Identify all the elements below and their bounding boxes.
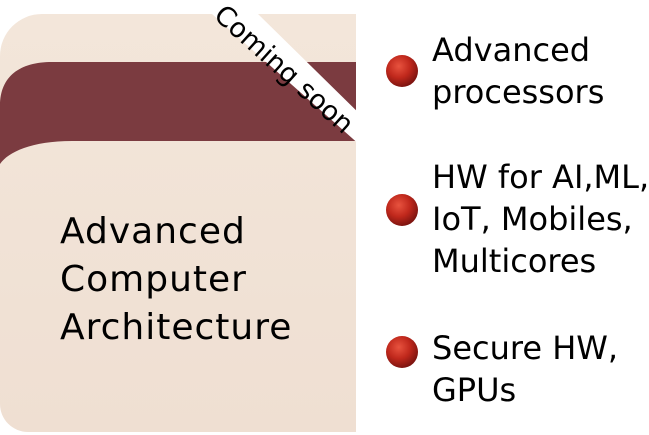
red-sphere-bullet-icon	[386, 336, 418, 368]
topic-line: HW for AI,ML,	[432, 158, 649, 196]
topic-line: GPUs	[432, 371, 517, 409]
course-title: Advanced Computer Architecture	[60, 208, 292, 352]
red-sphere-bullet-icon	[386, 55, 418, 87]
red-sphere-bullet-icon	[386, 194, 418, 226]
topic-list: Advanced processors HW for AI,ML, IoT, M…	[380, 0, 649, 435]
course-title-line: Advanced	[60, 211, 246, 252]
topic-line: Multicores	[432, 242, 597, 280]
topic-line: Secure HW,	[432, 329, 619, 367]
topic-text: Secure HW, GPUs	[432, 327, 618, 411]
topic-text: HW for AI,ML, IoT, Mobiles, Multicores	[432, 156, 649, 282]
course-title-line: Computer	[60, 259, 247, 300]
topic-line: processors	[432, 73, 605, 111]
topic-line: IoT, Mobiles,	[432, 200, 633, 238]
topic-text: Advanced processors	[432, 29, 604, 113]
topic-line: Advanced	[432, 31, 591, 69]
course-title-line: Architecture	[60, 307, 293, 348]
